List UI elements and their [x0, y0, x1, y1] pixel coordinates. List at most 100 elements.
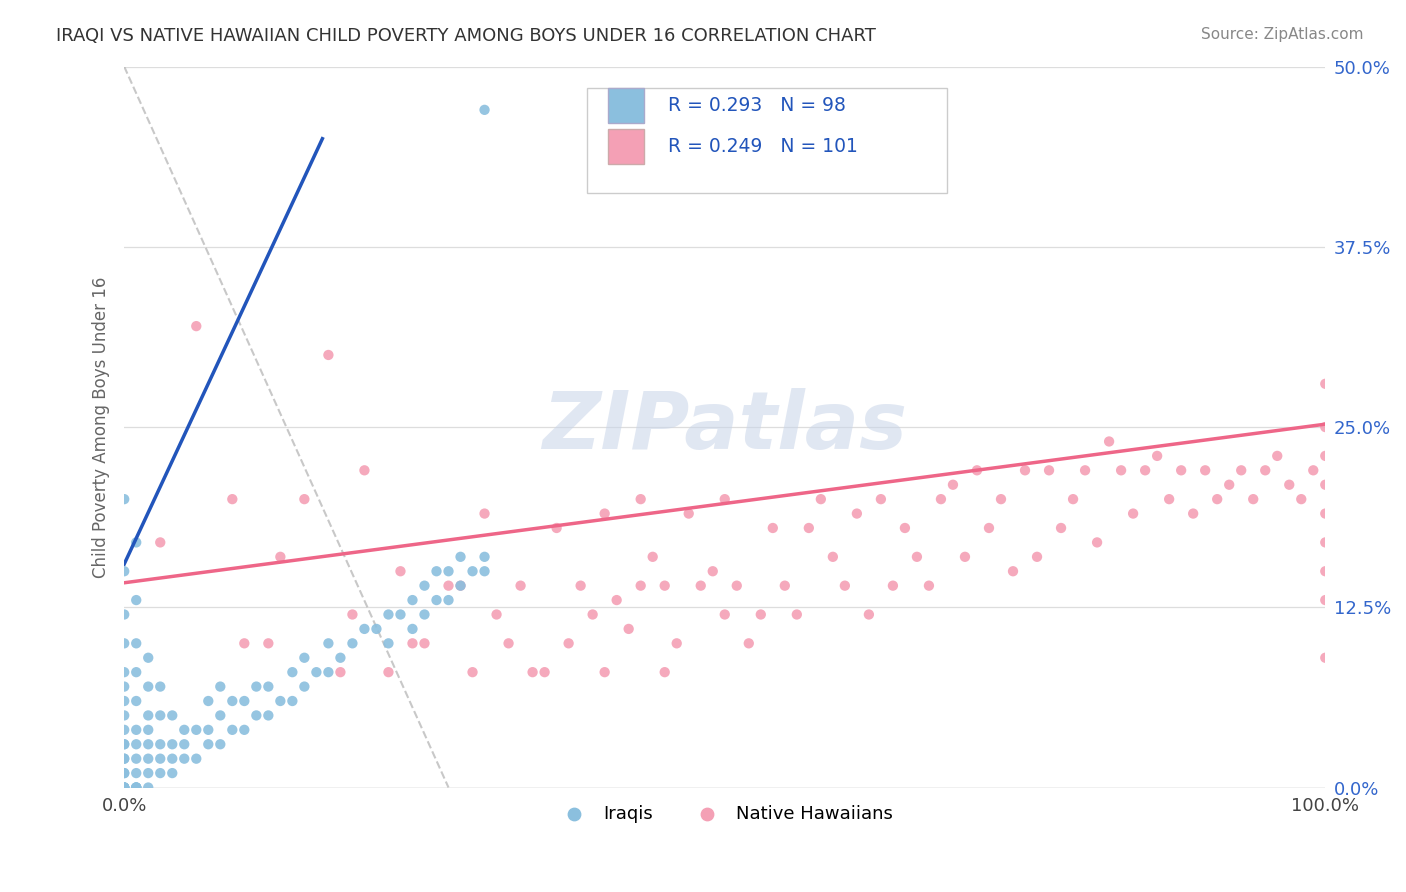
Point	[149, 752, 172, 766]
Point	[606, 593, 628, 607]
Point	[834, 579, 856, 593]
Text: R = 0.249   N = 101: R = 0.249 N = 101	[668, 137, 858, 156]
Point	[725, 579, 748, 593]
Point	[929, 492, 952, 507]
Point	[870, 492, 893, 507]
Point	[810, 492, 832, 507]
Legend: Iraqis, Native Hawaiians: Iraqis, Native Hawaiians	[550, 798, 900, 830]
Point	[233, 694, 256, 708]
Point	[713, 492, 735, 507]
Point	[221, 723, 243, 737]
Point	[1109, 463, 1132, 477]
Point	[112, 607, 135, 622]
Text: IRAQI VS NATIVE HAWAIIAN CHILD POVERTY AMONG BOYS UNDER 16 CORRELATION CHART: IRAQI VS NATIVE HAWAIIAN CHILD POVERTY A…	[56, 27, 876, 45]
Point	[977, 521, 1000, 535]
Point	[112, 780, 135, 795]
Point	[377, 665, 399, 680]
Point	[136, 737, 159, 751]
Point	[329, 665, 352, 680]
Point	[269, 694, 291, 708]
Point	[377, 607, 399, 622]
Point	[1085, 535, 1108, 549]
Point	[1241, 492, 1264, 507]
Point	[112, 780, 135, 795]
Point	[1315, 477, 1337, 491]
Point	[125, 737, 148, 751]
Point	[401, 622, 423, 636]
Point	[990, 492, 1012, 507]
Point	[450, 579, 472, 593]
Point	[125, 780, 148, 795]
Point	[125, 766, 148, 780]
Point	[112, 708, 135, 723]
Point	[905, 549, 928, 564]
Point	[654, 665, 676, 680]
Point	[112, 492, 135, 507]
Point	[233, 723, 256, 737]
Point	[437, 579, 460, 593]
Point	[186, 319, 208, 334]
Point	[474, 549, 496, 564]
Point	[797, 521, 820, 535]
Point	[149, 535, 172, 549]
Point	[749, 607, 772, 622]
Point	[894, 521, 917, 535]
Point	[425, 564, 447, 578]
Point	[353, 463, 375, 477]
Point	[1315, 376, 1337, 391]
Point	[858, 607, 880, 622]
Point	[1315, 593, 1337, 607]
Point	[762, 521, 785, 535]
Point	[125, 535, 148, 549]
Point	[292, 492, 315, 507]
Point	[1254, 463, 1277, 477]
Point	[1182, 507, 1205, 521]
Point	[292, 650, 315, 665]
Point	[318, 348, 340, 362]
Point	[509, 579, 531, 593]
Point	[1014, 463, 1036, 477]
Point	[953, 549, 976, 564]
Text: Source: ZipAtlas.com: Source: ZipAtlas.com	[1201, 27, 1364, 42]
Point	[845, 507, 868, 521]
FancyBboxPatch shape	[609, 88, 644, 123]
Point	[413, 607, 436, 622]
Point	[1315, 650, 1337, 665]
Point	[197, 694, 219, 708]
Point	[425, 593, 447, 607]
Point	[269, 549, 291, 564]
Point	[1291, 492, 1313, 507]
Point	[450, 579, 472, 593]
Point	[437, 564, 460, 578]
Text: ZIPatlas: ZIPatlas	[543, 388, 907, 466]
Point	[1133, 463, 1156, 477]
Point	[1146, 449, 1168, 463]
Point	[112, 766, 135, 780]
Point	[485, 607, 508, 622]
Point	[401, 636, 423, 650]
Point	[173, 752, 195, 766]
Point	[125, 780, 148, 795]
Point	[474, 507, 496, 521]
Point	[329, 650, 352, 665]
Point	[136, 752, 159, 766]
Point	[942, 477, 965, 491]
Point	[197, 737, 219, 751]
Point	[630, 579, 652, 593]
Point	[713, 607, 735, 622]
Point	[112, 766, 135, 780]
Point	[209, 708, 232, 723]
Point	[112, 780, 135, 795]
Point	[257, 636, 280, 650]
Point	[342, 636, 364, 650]
Point	[136, 680, 159, 694]
Point	[450, 549, 472, 564]
Point	[125, 752, 148, 766]
Point	[209, 680, 232, 694]
Point	[665, 636, 688, 650]
Point	[1001, 564, 1024, 578]
Point	[149, 766, 172, 780]
Point	[1206, 492, 1229, 507]
Point	[162, 752, 184, 766]
Point	[1170, 463, 1192, 477]
